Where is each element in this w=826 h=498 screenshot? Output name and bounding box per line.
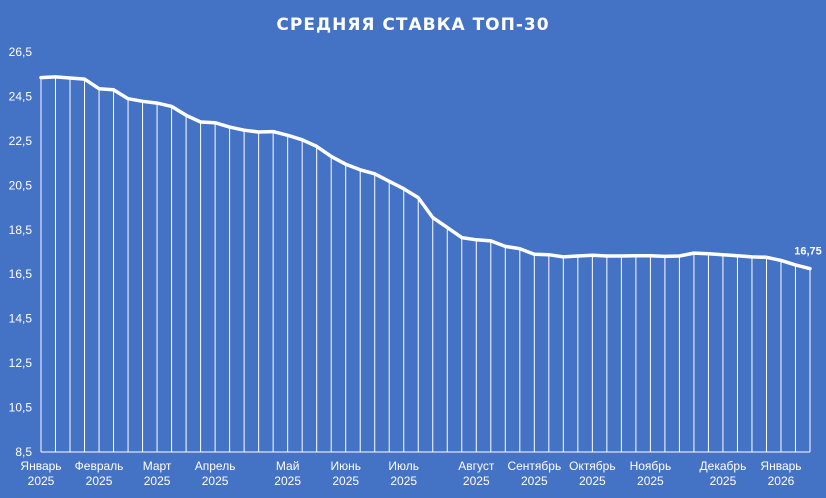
x-tick-label: Май 2025 — [274, 459, 301, 488]
y-tick-label: 20,5 — [9, 178, 33, 192]
y-tick-label: 8,5 — [15, 445, 32, 459]
data-labels: 16,75 — [794, 246, 822, 258]
y-tick-label: 10,5 — [9, 401, 33, 415]
y-tick-label: 24,5 — [9, 89, 33, 103]
x-tick-label: Март 2025 — [143, 459, 172, 488]
y-tick-label: 16,5 — [9, 267, 33, 281]
x-tick-label: Январь 2025 — [20, 459, 61, 488]
y-tick-label: 26,5 — [9, 45, 33, 59]
x-tick-label: Октябрь 2025 — [569, 459, 616, 488]
drop-lines — [40, 76, 811, 453]
x-axis: Январь 2025 Февраль 2025 Март 2025 Апрель 2025 М… — [20, 459, 801, 488]
y-tick-label: 18,5 — [9, 223, 33, 237]
series-line — [39, 75, 812, 271]
y-axis: 8,5 10,5 12,5 14,5 16,5 18,5 20,5 22,5 24,5 26,5 — [9, 45, 33, 459]
x-tick-label: Сентябрь 2025 — [507, 459, 561, 488]
y-tick-label: 14,5 — [9, 312, 33, 326]
x-tick-label: Февраль 2025 — [75, 459, 124, 488]
data-label: 16,75 — [794, 246, 822, 258]
y-tick-label: 12,5 — [9, 356, 33, 370]
x-tick-label: Декабрь 2025 — [700, 459, 747, 488]
y-tick-label: 22,5 — [9, 134, 33, 148]
x-tick-label: Август 2025 — [458, 459, 495, 488]
x-tick-label: Январь 2026 — [760, 459, 801, 488]
x-tick-label: Апрель 2025 — [195, 459, 236, 488]
x-tick-label: Июнь 2025 — [330, 459, 361, 488]
chart-title: СРЕДНЯЯ СТАВКА ТОП-30 — [276, 15, 549, 35]
x-tick-label: Июль 2025 — [388, 459, 419, 488]
x-tick-label: Ноябрь 2025 — [630, 459, 672, 488]
series-line-group — [39, 75, 812, 271]
